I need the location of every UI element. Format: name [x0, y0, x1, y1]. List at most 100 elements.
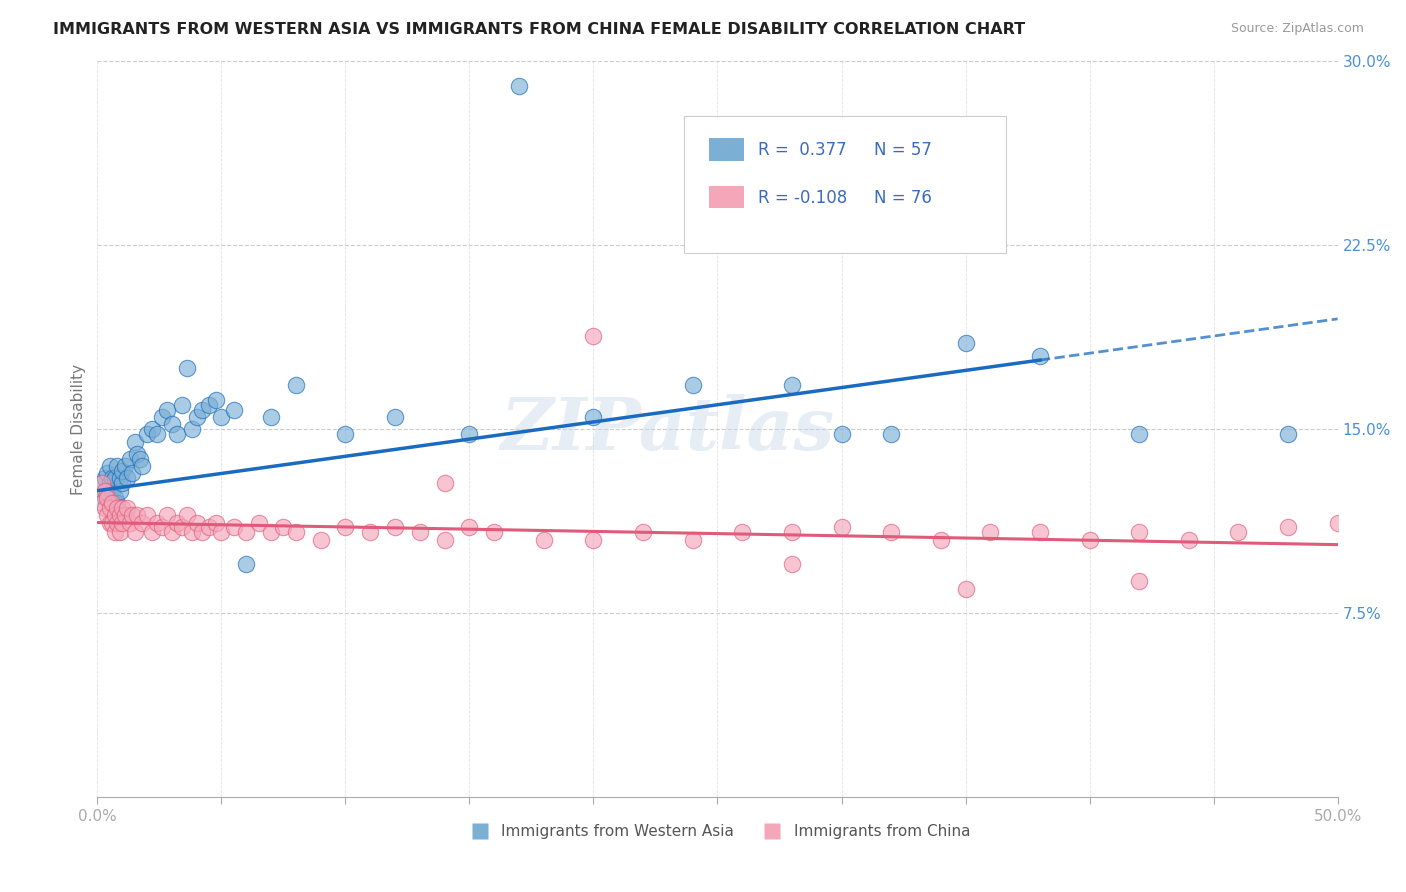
Point	[582, 410, 605, 425]
Y-axis label: Female Disability: Female Disability	[72, 364, 86, 495]
Point	[209, 410, 232, 425]
Point	[1029, 525, 1052, 540]
Point	[124, 525, 146, 540]
Point	[94, 500, 117, 515]
Point	[98, 476, 121, 491]
Text: R = -0.108: R = -0.108	[758, 189, 848, 207]
Point	[929, 533, 952, 547]
Point	[335, 427, 357, 442]
Point	[156, 508, 179, 523]
Point	[104, 471, 127, 485]
Point	[128, 451, 150, 466]
Point	[1326, 516, 1348, 530]
Point	[111, 516, 134, 530]
Point	[146, 516, 169, 530]
Point	[1128, 427, 1150, 442]
Point	[582, 329, 605, 343]
Point	[205, 516, 228, 530]
Point	[880, 427, 903, 442]
Point	[186, 516, 208, 530]
Point	[98, 500, 121, 515]
Point	[458, 520, 481, 534]
Point	[94, 483, 117, 498]
Point	[433, 476, 456, 491]
Point	[166, 516, 188, 530]
Point	[955, 582, 977, 596]
Point	[125, 447, 148, 461]
Point	[198, 398, 221, 412]
Point	[131, 459, 153, 474]
Point	[1128, 574, 1150, 589]
Point	[121, 508, 143, 523]
Point	[114, 508, 136, 523]
Point	[198, 520, 221, 534]
Point	[101, 516, 124, 530]
Point	[170, 520, 193, 534]
Point	[166, 427, 188, 442]
Point	[115, 500, 138, 515]
Point	[284, 525, 307, 540]
Point	[247, 516, 270, 530]
Point	[96, 483, 118, 498]
Point	[141, 422, 163, 436]
Point	[955, 336, 977, 351]
Point	[101, 471, 124, 485]
Point	[111, 476, 134, 491]
Point	[104, 491, 127, 505]
Point	[235, 525, 257, 540]
Point	[682, 533, 704, 547]
Point	[1078, 533, 1101, 547]
Point	[98, 459, 121, 474]
Point	[284, 378, 307, 392]
Point	[979, 525, 1001, 540]
Point	[508, 78, 530, 93]
Point	[222, 520, 245, 534]
Point	[176, 508, 198, 523]
Point	[118, 451, 141, 466]
Point	[335, 520, 357, 534]
Point	[105, 500, 128, 515]
Point	[94, 491, 117, 505]
Text: IMMIGRANTS FROM WESTERN ASIA VS IMMIGRANTS FROM CHINA FEMALE DISABILITY CORRELAT: IMMIGRANTS FROM WESTERN ASIA VS IMMIGRAN…	[53, 22, 1025, 37]
Text: N = 76: N = 76	[873, 189, 932, 207]
Point	[222, 402, 245, 417]
Point	[150, 520, 173, 534]
Text: N = 57: N = 57	[873, 141, 932, 160]
Point	[121, 467, 143, 481]
Point	[384, 520, 406, 534]
Point	[209, 525, 232, 540]
Point	[124, 434, 146, 449]
Point	[91, 476, 114, 491]
Point	[91, 496, 114, 510]
Point	[156, 402, 179, 417]
Point	[115, 471, 138, 485]
Point	[131, 516, 153, 530]
Point	[96, 491, 118, 505]
Point	[433, 533, 456, 547]
Point	[108, 525, 131, 540]
Point	[190, 525, 212, 540]
Point	[94, 471, 117, 485]
Point	[98, 516, 121, 530]
Point	[309, 533, 332, 547]
Point	[104, 525, 127, 540]
Point	[1029, 349, 1052, 363]
Point	[104, 508, 127, 523]
Text: R =  0.377: R = 0.377	[758, 141, 846, 160]
Point	[831, 427, 853, 442]
Point	[111, 500, 134, 515]
Point	[260, 525, 283, 540]
Point	[105, 516, 128, 530]
Point	[1178, 533, 1201, 547]
Point	[96, 467, 118, 481]
Point	[384, 410, 406, 425]
Point	[682, 378, 704, 392]
Point	[458, 427, 481, 442]
Legend: Immigrants from Western Asia, Immigrants from China: Immigrants from Western Asia, Immigrants…	[458, 818, 976, 845]
Point	[160, 417, 183, 432]
Point	[205, 392, 228, 407]
Point	[114, 459, 136, 474]
Point	[409, 525, 432, 540]
Point	[136, 427, 159, 442]
Point	[180, 525, 202, 540]
